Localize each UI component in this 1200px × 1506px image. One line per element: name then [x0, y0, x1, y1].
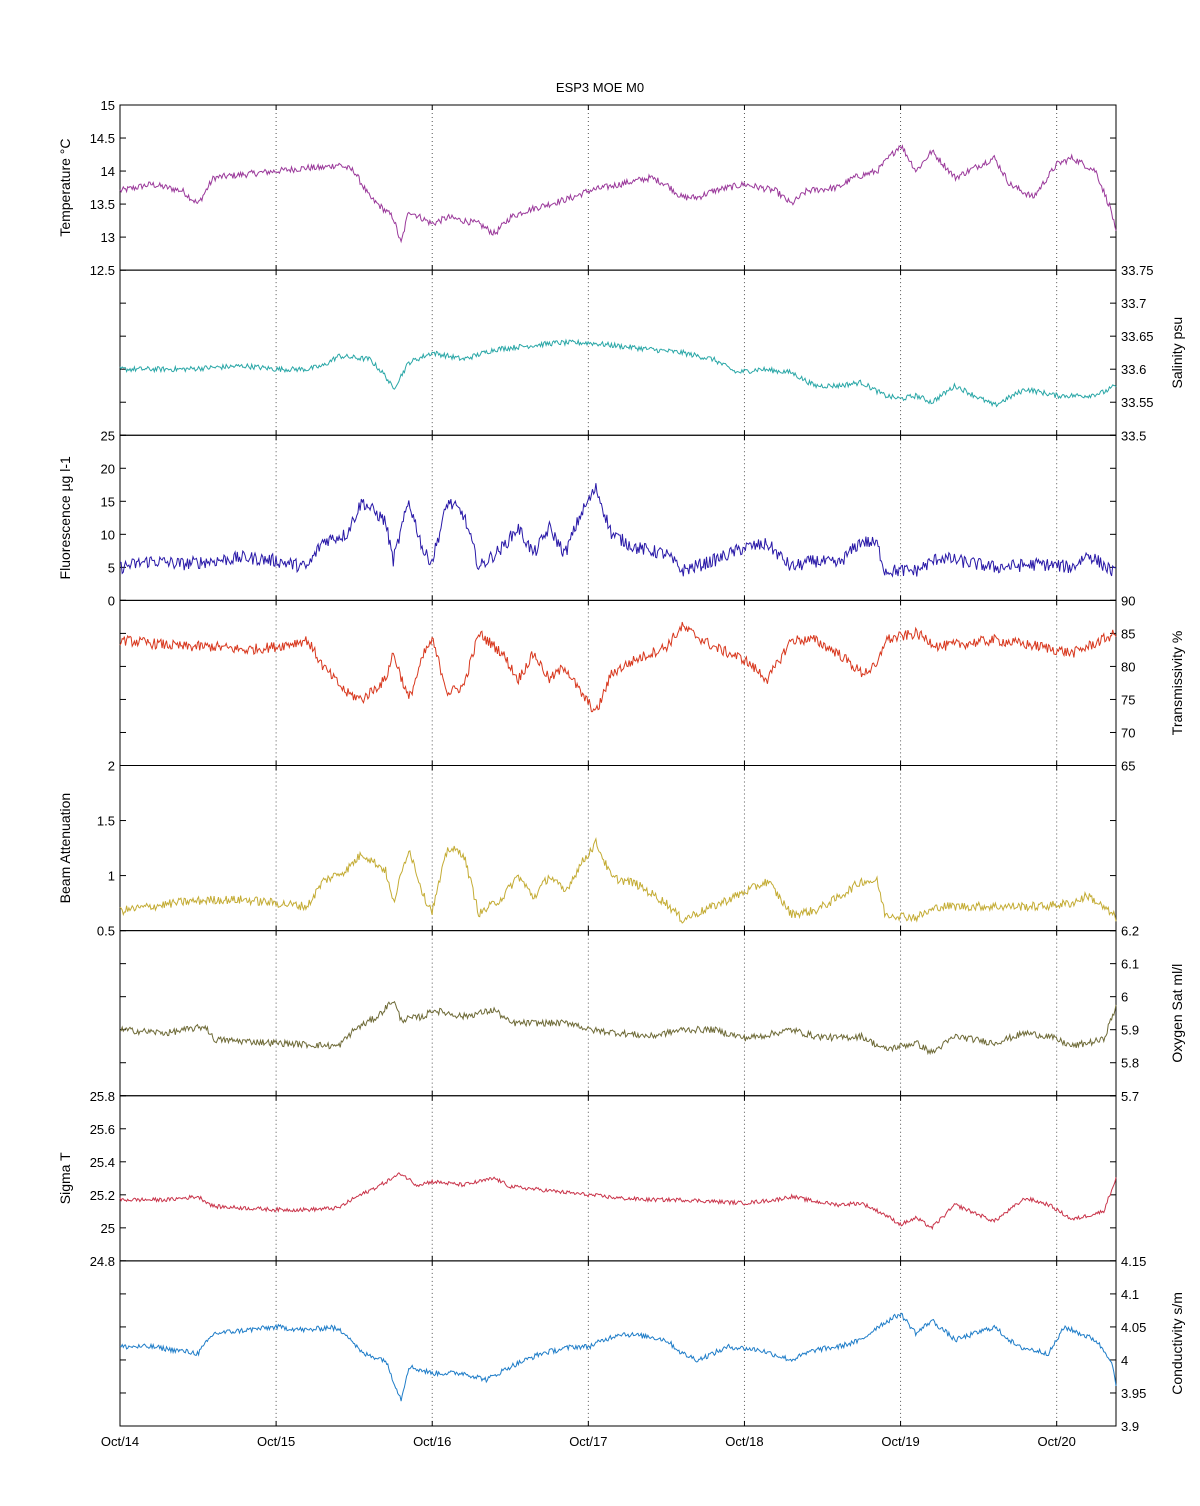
panel-frame-transmissivity	[119, 599, 1117, 766]
series-line-sigma-t	[119, 1172, 1117, 1231]
y-tick-label: 6.1	[1121, 957, 1139, 972]
series-line-fluorescence	[119, 483, 1117, 578]
y-tick-label: 3.95	[1121, 1386, 1146, 1401]
series-line-beam-attenuation	[119, 837, 1117, 924]
y-axis-label: Conductivity s/m	[1169, 1292, 1185, 1395]
y-axis-label: Transmissivity %	[1169, 631, 1185, 736]
y-tick-label: 12.5	[90, 263, 115, 278]
y-tick-label: 33.6	[1121, 362, 1146, 377]
y-tick-label: 65	[1121, 759, 1135, 774]
y-tick-label: 14	[101, 164, 115, 179]
panel-frame-fluorescence	[119, 434, 1117, 601]
x-tick-label: Oct/14	[101, 1434, 139, 1449]
y-tick-label: 33.7	[1121, 296, 1146, 311]
panel-frame-sigma-t	[119, 1095, 1117, 1262]
y-tick-label: 6	[1121, 990, 1128, 1005]
y-tick-label: 33.55	[1121, 395, 1154, 410]
y-tick-label: 1.5	[97, 814, 115, 829]
panel-frame-conductivity	[119, 1260, 1117, 1427]
y-tick-label: 2	[108, 759, 115, 774]
y-tick-label: 25.4	[90, 1155, 115, 1170]
y-tick-label: 25.2	[90, 1188, 115, 1203]
y-tick-label: 14.5	[90, 131, 115, 146]
y-tick-label: 80	[1121, 659, 1135, 674]
y-tick-label: 4.15	[1121, 1254, 1146, 1269]
x-tick-label: Oct/20	[1038, 1434, 1076, 1449]
y-axis-label: Salinity psu	[1169, 317, 1185, 389]
y-tick-label: 3.9	[1121, 1419, 1139, 1434]
y-tick-label: 6.2	[1121, 924, 1139, 939]
y-tick-label: 33.5	[1121, 428, 1146, 443]
y-tick-label: 33.65	[1121, 329, 1154, 344]
y-tick-label: 24.8	[90, 1254, 115, 1269]
y-tick-label: 25.8	[90, 1089, 115, 1104]
y-tick-label: 10	[101, 527, 115, 542]
y-axis-label: Oxygen Sat ml/l	[1169, 964, 1185, 1063]
y-tick-label: 85	[1121, 626, 1135, 641]
series-line-transmissivity	[119, 621, 1117, 713]
y-tick-label: 25	[101, 1221, 115, 1236]
x-tick-label: Oct/15	[257, 1434, 295, 1449]
series-line-temperature	[119, 144, 1117, 244]
y-tick-label: 4.1	[1121, 1287, 1139, 1302]
series-line-salinity	[119, 338, 1117, 408]
y-tick-label: 4	[1121, 1353, 1128, 1368]
y-axis-label: Fluorescence µg l-1	[57, 456, 73, 579]
y-tick-label: 0	[108, 593, 115, 608]
y-tick-label: 90	[1121, 593, 1135, 608]
x-tick-label: Oct/17	[569, 1434, 607, 1449]
series-line-conductivity	[119, 1312, 1117, 1402]
y-axis-label: Beam Attenuation	[57, 793, 73, 904]
y-tick-label: 25	[101, 428, 115, 443]
y-axis-label: Sigma T	[57, 1152, 73, 1204]
x-tick-label: Oct/18	[725, 1434, 763, 1449]
y-tick-label: 13.5	[90, 197, 115, 212]
y-tick-label: 33.75	[1121, 263, 1154, 278]
y-tick-label: 15	[101, 98, 115, 113]
y-tick-label: 5.9	[1121, 1023, 1139, 1038]
y-tick-label: 13	[101, 230, 115, 245]
y-tick-label: 5	[108, 560, 115, 575]
chart-title: ESP3 MOE M0	[555, 80, 645, 95]
x-tick-label: Oct/16	[413, 1434, 451, 1449]
series-line-oxygen-sat	[119, 1000, 1117, 1056]
y-tick-label: 5.7	[1121, 1089, 1139, 1104]
y-tick-label: 25.6	[90, 1122, 115, 1137]
y-tick-label: 20	[101, 461, 115, 476]
y-tick-label: 1	[108, 869, 115, 884]
y-axis-label: Temperature °C	[57, 138, 73, 236]
y-tick-label: 5.8	[1121, 1056, 1139, 1071]
y-tick-label: 70	[1121, 725, 1135, 740]
panel-frame-oxygen-sat	[119, 930, 1117, 1097]
y-tick-label: 0.5	[97, 924, 115, 939]
x-tick-label: Oct/19	[881, 1434, 919, 1449]
y-tick-label: 15	[101, 494, 115, 509]
panel-frame-beam-attenuation	[119, 765, 1117, 932]
panel-frame-salinity	[119, 269, 1117, 436]
y-tick-label: 4.05	[1121, 1320, 1146, 1335]
y-tick-label: 75	[1121, 692, 1135, 707]
